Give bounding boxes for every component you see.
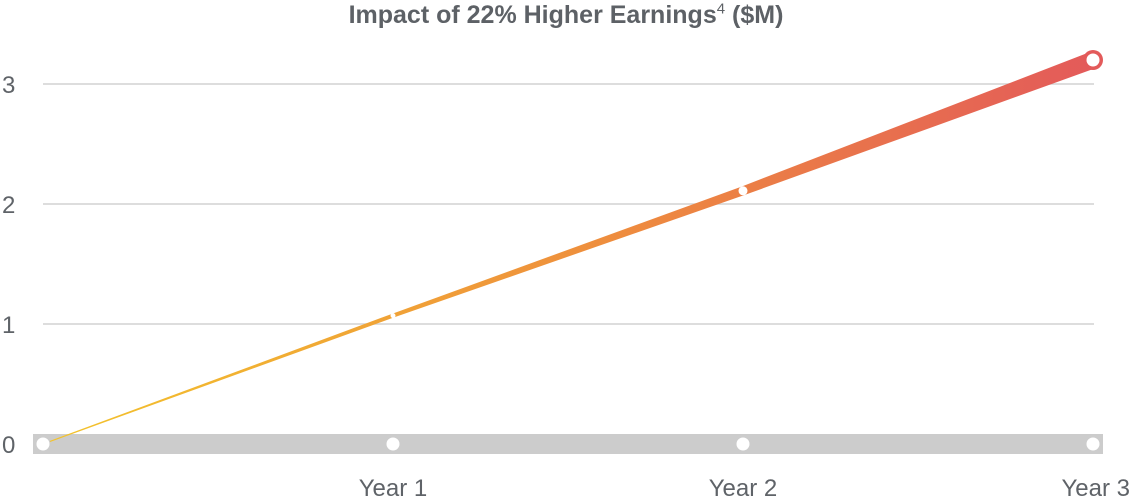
- chart-title-suffix: ($M): [732, 1, 784, 29]
- chart-title-superscript: 4: [716, 0, 726, 18]
- x-tick-label-year-3: Year 3: [1061, 475, 1130, 500]
- y-tick-label-1: 1: [2, 312, 15, 339]
- y-tick-label-2: 2: [2, 192, 15, 219]
- growth-series-line: [42, 52, 1096, 445]
- growth-point-1: [390, 313, 396, 319]
- y-tick-label-3: 3: [2, 72, 15, 99]
- y-axis-ticks: 0 1 2 3: [2, 72, 15, 459]
- grid-lines: [43, 83, 1094, 325]
- baseline-point-2: [735, 436, 751, 452]
- x-tick-label-year-2: Year 2: [709, 475, 778, 500]
- baseline-point-0: [35, 436, 51, 452]
- growth-point-3: [1086, 53, 1100, 67]
- baseline-point-3: [1085, 436, 1101, 452]
- y-tick-label-0: 0: [2, 432, 15, 459]
- series-layer: [33, 50, 1103, 454]
- chart-title-text: Impact of 22% Higher Earnings: [348, 1, 717, 29]
- growth-point-2: [738, 186, 748, 196]
- x-axis-ticks: Year 1 Year 2 Year 3: [359, 475, 1130, 500]
- chart-title: Impact of 22% Higher Earnings4 ($M): [0, 0, 1132, 30]
- baseline-point-1: [385, 436, 401, 452]
- data-points: [35, 53, 1101, 452]
- x-tick-label-year-1: Year 1: [359, 475, 428, 500]
